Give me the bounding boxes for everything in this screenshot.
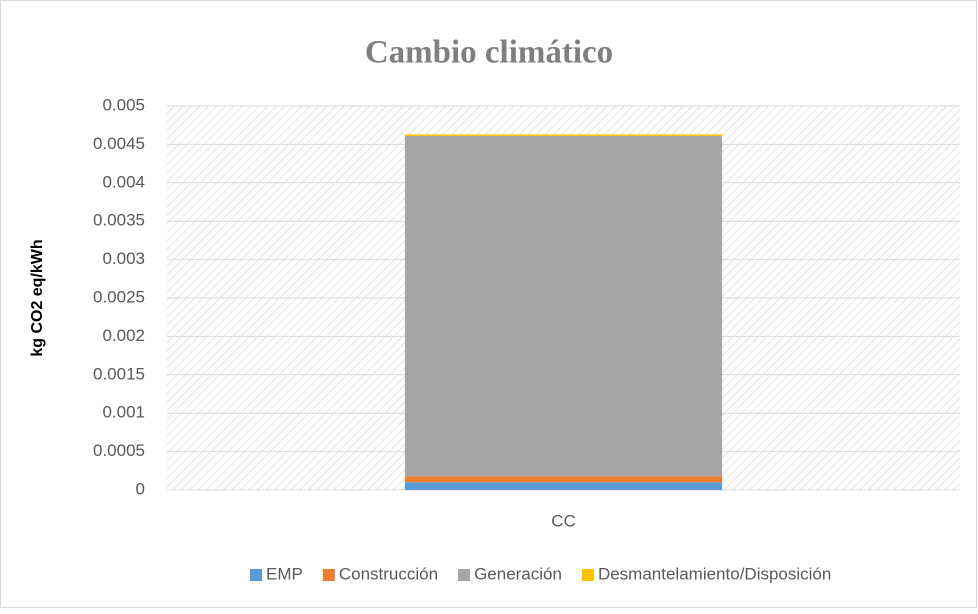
y-tick-label: 0.003	[102, 249, 145, 268]
y-axis-label: kg CO2 eq/kWh	[29, 239, 46, 356]
x-tick-label: CC	[551, 511, 576, 530]
y-tick-label: 0.0015	[93, 364, 145, 383]
bar-segment	[404, 482, 723, 490]
y-tick-label: 0.0005	[93, 441, 145, 460]
y-tick-label: 0.001	[102, 403, 145, 422]
bar-segment	[404, 134, 723, 136]
y-tick-label: 0.004	[102, 172, 145, 191]
y-tick-label: 0.002	[102, 326, 145, 345]
legend-swatch	[250, 569, 262, 581]
chart-title: Cambio climático	[365, 35, 613, 71]
legend-swatch	[322, 569, 335, 581]
legend-label: EMP	[266, 564, 303, 583]
legend-label: Desmantelamiento/Disposición	[598, 564, 831, 583]
legend-swatch	[458, 569, 471, 581]
y-tick-label: 0	[136, 479, 145, 498]
legend-swatch	[581, 569, 594, 581]
y-tick-label: 0.0025	[93, 287, 145, 306]
legend-label: Generación	[474, 564, 562, 583]
bar-segment	[404, 476, 723, 483]
legend-label: Construcción	[339, 564, 438, 583]
bar-segment	[404, 135, 723, 477]
y-tick-label: 0.0035	[93, 211, 145, 230]
y-tick-label: 0.0045	[93, 134, 145, 153]
y-tick-label: 0.005	[102, 95, 145, 114]
